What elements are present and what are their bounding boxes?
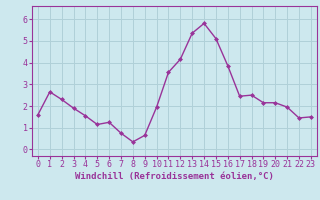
X-axis label: Windchill (Refroidissement éolien,°C): Windchill (Refroidissement éolien,°C)	[75, 172, 274, 181]
